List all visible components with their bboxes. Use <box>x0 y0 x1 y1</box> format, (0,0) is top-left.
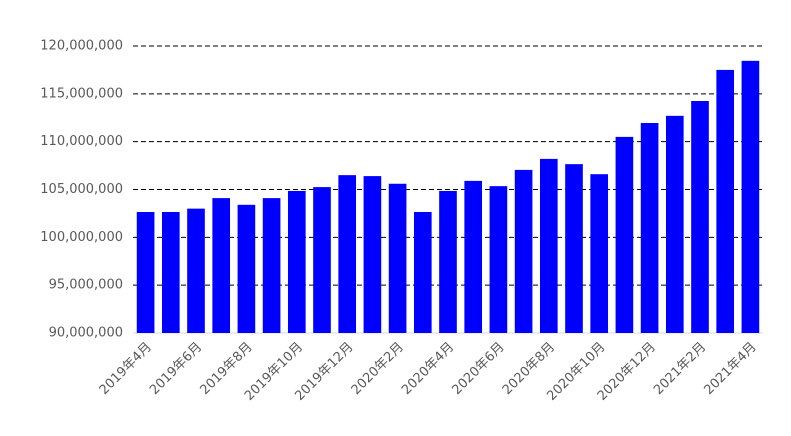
bar <box>338 175 357 333</box>
bar <box>615 136 634 333</box>
x-tick-label: 2021年4月 <box>701 340 759 398</box>
x-tick-label: 2020年2月 <box>349 340 407 398</box>
bar <box>741 60 760 333</box>
bar <box>287 190 306 333</box>
x-tick-label: 2021年2月 <box>651 340 709 398</box>
bar <box>716 69 735 334</box>
x-tick-label: 2020年4月 <box>399 340 457 398</box>
bar <box>212 198 231 333</box>
y-tick-label: 100,000,000 <box>40 230 123 245</box>
bar <box>539 158 558 333</box>
bar <box>691 101 709 333</box>
x-tick-label: 2019年4月 <box>97 340 155 398</box>
bar <box>514 169 533 333</box>
y-tick-label: 90,000,000 <box>49 326 123 341</box>
y-tick-label: 110,000,000 <box>40 134 123 149</box>
bar <box>136 211 155 333</box>
bar <box>313 187 331 333</box>
bar <box>590 174 609 333</box>
bar <box>187 208 205 333</box>
bar <box>161 211 180 333</box>
bar <box>489 186 508 333</box>
x-tick-label: 2019年6月 <box>147 340 205 398</box>
bar <box>464 180 483 333</box>
bar <box>388 183 407 333</box>
bar <box>439 190 457 333</box>
bar <box>237 204 256 333</box>
bar <box>665 115 684 333</box>
y-tick-label: 120,000,000 <box>40 39 123 54</box>
y-tick-label: 95,000,000 <box>49 278 123 293</box>
bar <box>262 198 281 333</box>
bar <box>413 211 432 333</box>
x-tick-label: 2020年6月 <box>449 340 507 398</box>
y-tick-label: 115,000,000 <box>40 86 123 101</box>
bar <box>565 164 583 333</box>
bar <box>640 123 659 334</box>
bar <box>363 176 382 333</box>
y-tick-label: 105,000,000 <box>40 182 123 197</box>
